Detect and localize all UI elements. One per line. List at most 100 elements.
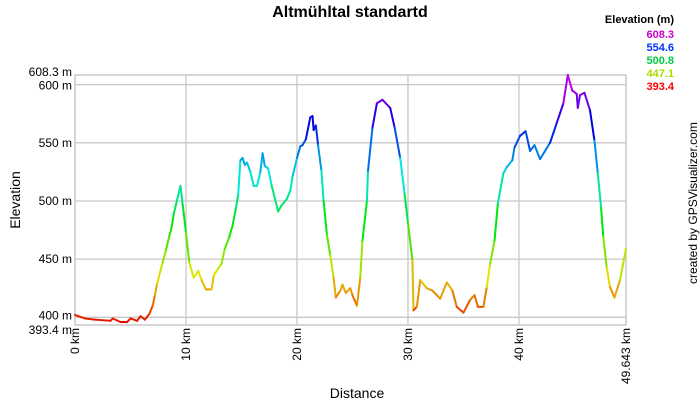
elevation-segment	[172, 198, 179, 215]
elevation-segment	[151, 294, 156, 307]
elevation-segment	[349, 287, 354, 297]
elevation-segment	[249, 170, 255, 187]
x-axis-label: Distance	[330, 385, 385, 400]
x-tick-label: 10 km	[179, 328, 193, 361]
elevation-segment	[256, 170, 262, 187]
legend-entry-min: 393.4	[646, 81, 674, 93]
elevation-segment	[270, 183, 280, 213]
elevation-segment	[439, 281, 448, 300]
y-tick-label: 450 m	[39, 252, 72, 266]
elevation-segment	[341, 283, 347, 294]
elevation-segment	[246, 161, 252, 173]
elevation-segment	[375, 98, 384, 105]
elevation-segment	[415, 279, 422, 308]
elevation-segment	[325, 233, 332, 257]
y-axis-label: Elevation	[7, 171, 23, 229]
elevation-segment	[393, 126, 402, 159]
elevation-segment	[371, 102, 378, 129]
elevation-segment	[549, 122, 558, 144]
elevation-segment	[462, 298, 472, 314]
elevation-segment	[608, 286, 616, 299]
elevation-segment	[237, 159, 242, 197]
x-tick-label: 20 km	[290, 328, 304, 361]
elevation-segment	[583, 91, 592, 112]
elevation-segment	[220, 247, 226, 265]
x-tick-label: 0 km	[68, 328, 82, 354]
y-tick-label: 608.3 m	[29, 65, 72, 79]
elevation-segment	[334, 289, 342, 299]
x-tick-label: 49.643 km	[619, 328, 633, 384]
elevation-segment	[489, 239, 496, 265]
elevation-segment	[365, 169, 370, 202]
elevation-segment	[295, 145, 302, 159]
elevation-segment	[228, 224, 234, 239]
x-tick-label: 30 km	[401, 328, 415, 361]
elevation-segment	[399, 156, 406, 196]
elevation-segment	[613, 279, 621, 299]
legend-entry: 500.8	[646, 55, 674, 67]
elevation-segment	[261, 152, 266, 168]
elevation-segment	[502, 166, 508, 175]
elevation-segment	[493, 202, 499, 242]
elevation-segment	[165, 234, 171, 251]
elevation-segment	[322, 199, 328, 236]
elevation-segment	[482, 286, 488, 308]
legend-entry: 554.6	[646, 42, 674, 54]
elevation-segment	[329, 254, 335, 279]
elevation-segment	[314, 124, 320, 147]
elevation-segment	[596, 172, 603, 209]
elevation-segment	[285, 189, 292, 200]
elevation-segment	[241, 156, 246, 166]
elevation-segment	[156, 269, 162, 285]
elevation-segment	[589, 109, 596, 142]
elevation-segment	[181, 203, 187, 234]
elevation-segment	[529, 144, 536, 152]
elevation-segment	[511, 146, 516, 162]
elevation-segment	[280, 197, 288, 207]
elevation-segment	[289, 175, 294, 192]
elevation-segment	[425, 287, 434, 292]
elevation-segment	[411, 259, 415, 312]
elevation-segment	[555, 102, 565, 125]
elevation-segment	[192, 269, 200, 279]
x-tick-label: 40 km	[512, 328, 526, 361]
elevation-segment	[431, 289, 442, 300]
elevation-segment	[359, 239, 364, 279]
elevation-segment	[148, 304, 154, 315]
elevation-segment	[381, 98, 392, 109]
elevation-segment	[179, 184, 184, 206]
y-tick-label: 550 m	[39, 136, 72, 150]
elevation-segment	[170, 212, 175, 229]
elevation-segment	[361, 199, 368, 242]
legend-entry: 447.1	[646, 68, 674, 80]
elevation-segment	[539, 141, 552, 161]
y-tick-label: 393.4 m	[29, 323, 72, 337]
y-tick-label: 600 m	[39, 79, 72, 93]
elevation-segment	[618, 247, 627, 282]
elevation-segment	[267, 167, 273, 186]
elevation-segment	[455, 305, 465, 314]
elevation-segment	[533, 144, 542, 161]
elevation-segment	[566, 74, 574, 92]
elevation-segment	[304, 116, 312, 141]
elevation-segment	[188, 261, 195, 279]
elevation-segment	[291, 156, 298, 178]
elevation-segment	[332, 276, 337, 299]
elevation-segment	[277, 204, 283, 213]
elevation-segment	[593, 139, 599, 175]
elevation-segment	[519, 130, 527, 137]
elevation-segment	[83, 317, 96, 321]
y-tick-label: 500 m	[39, 194, 72, 208]
elevation-segment	[223, 236, 231, 250]
elevation-segment	[317, 144, 323, 172]
elevation-segment	[212, 267, 220, 277]
elevation-segment	[93, 318, 112, 322]
elevation-segment	[485, 262, 492, 289]
elevation-segment	[403, 193, 409, 225]
elevation-segment	[231, 206, 237, 227]
elevation-segment	[562, 74, 569, 105]
elevation-segment	[524, 130, 532, 152]
legend: Elevation (m) 608.3 554.6 500.8 447.1 39…	[605, 14, 674, 94]
elevation-segment	[445, 281, 454, 292]
y-tick-label: 400 m	[39, 308, 72, 322]
